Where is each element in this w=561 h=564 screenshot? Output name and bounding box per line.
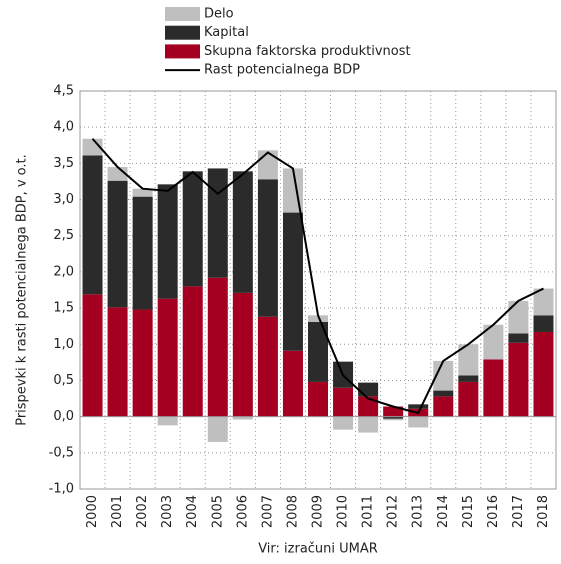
bar xyxy=(232,171,253,293)
bar xyxy=(157,298,178,417)
bar xyxy=(333,387,354,417)
bar xyxy=(533,288,554,316)
bar xyxy=(207,416,228,442)
bar xyxy=(82,294,103,417)
bar xyxy=(182,171,203,287)
y-tick-label: -1,0 xyxy=(49,482,74,497)
legend-label: Skupna faktorska produktivnost xyxy=(204,44,411,59)
bar xyxy=(132,188,153,197)
x-tick-label: 2003 xyxy=(160,495,175,528)
bar xyxy=(107,307,128,417)
x-tick-label: 2014 xyxy=(436,495,451,528)
bar xyxy=(458,375,479,382)
legend-label: Delo xyxy=(204,7,234,22)
bar xyxy=(157,184,178,299)
bar xyxy=(157,416,178,426)
bar xyxy=(383,416,404,419)
y-tick-label: 4,5 xyxy=(53,84,74,99)
bar xyxy=(107,180,128,308)
bar xyxy=(433,360,454,391)
x-tick-label: 2010 xyxy=(336,495,351,528)
bar xyxy=(408,404,429,409)
x-tick-label: 2009 xyxy=(311,495,326,528)
legend-swatch xyxy=(165,25,200,40)
x-tick-label: 2013 xyxy=(411,495,426,528)
bar xyxy=(358,416,379,433)
bar xyxy=(508,300,529,334)
bar xyxy=(383,418,404,421)
bar xyxy=(358,396,379,417)
bar xyxy=(408,416,429,428)
bar xyxy=(257,316,278,417)
x-tick-label: 2015 xyxy=(461,495,476,528)
bar xyxy=(232,292,253,417)
bar xyxy=(333,416,354,430)
legend-swatch xyxy=(165,7,200,21)
y-tick-label: 2,5 xyxy=(53,228,74,243)
y-tick-label: 3,5 xyxy=(53,156,74,171)
bar xyxy=(82,155,103,295)
y-tick-label: 1,0 xyxy=(53,337,74,352)
x-tick-label: 2008 xyxy=(285,495,300,528)
bar xyxy=(358,382,379,397)
y-tick-label: 0,0 xyxy=(53,409,74,424)
bar xyxy=(257,150,278,180)
source-note: Vir: izračuni UMAR xyxy=(258,542,378,557)
x-tick-label: 2002 xyxy=(135,495,150,528)
bar xyxy=(132,309,153,417)
bar xyxy=(308,381,328,417)
bar xyxy=(433,396,454,417)
line xyxy=(91,138,544,415)
y-tick-label: 1,5 xyxy=(53,301,74,316)
y-axis-label: Prispevki k rasti potencialnega BDP, v o… xyxy=(15,154,30,426)
x-tick-label: 2006 xyxy=(235,495,250,528)
bar xyxy=(458,381,479,417)
y-tick-label: 4,0 xyxy=(53,120,74,135)
x-tick-label: 2012 xyxy=(386,495,401,528)
x-tick-label: 2001 xyxy=(110,495,125,528)
y-tick-label: 3,0 xyxy=(53,192,74,207)
bar xyxy=(383,406,404,417)
bar xyxy=(282,350,303,417)
bar xyxy=(433,390,454,397)
x-tick-label: 2011 xyxy=(361,495,376,528)
x-tick-label: 2018 xyxy=(536,495,551,528)
x-tick-label: 2016 xyxy=(486,495,501,528)
legend-swatch xyxy=(165,44,200,59)
bar xyxy=(483,324,504,360)
y-tick-label: 2,0 xyxy=(53,264,74,279)
plot-area xyxy=(79,90,557,490)
x-tick-label: 2004 xyxy=(185,495,200,528)
y-tick-label: 0,5 xyxy=(53,373,74,388)
bar xyxy=(257,179,278,317)
x-tick-label: 2005 xyxy=(210,495,225,528)
bar xyxy=(207,277,228,417)
bar xyxy=(483,359,504,417)
bar xyxy=(232,416,253,420)
bar xyxy=(508,342,529,417)
x-tick-label: 2007 xyxy=(260,495,275,528)
bar xyxy=(458,344,479,376)
x-tick-label: 2000 xyxy=(85,495,100,528)
bar xyxy=(132,196,153,310)
legend-label: Rast potencialnega BDP xyxy=(204,63,360,78)
bar xyxy=(282,212,303,351)
bar xyxy=(533,331,554,417)
bar xyxy=(182,286,203,417)
bar xyxy=(207,168,228,278)
y-tick-label: -0,5 xyxy=(49,445,74,460)
bar xyxy=(508,333,529,343)
legend-label: Kapital xyxy=(204,25,249,40)
bar xyxy=(308,315,328,322)
bar xyxy=(308,321,328,382)
bar xyxy=(533,315,554,332)
x-tick-label: 2017 xyxy=(511,495,526,528)
